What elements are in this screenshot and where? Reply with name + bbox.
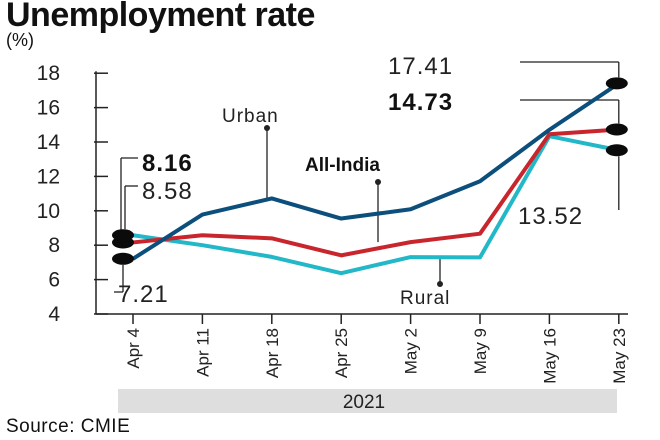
x-tick-label: May 2 <box>402 328 421 374</box>
x-tick-label: Apr 11 <box>193 328 212 377</box>
annotation-end-rural: 13.52 <box>518 203 583 230</box>
y-axis: 4 6 8 10 12 14 16 18 <box>37 62 108 326</box>
x-tick-label: May 16 <box>540 328 559 384</box>
start-marker-urban <box>112 252 134 265</box>
year-label: 2021 <box>343 392 385 413</box>
chart-title: Unemployment rate <box>6 0 315 34</box>
annotation-start-allindia: 8.16 <box>142 150 193 177</box>
y-tick-label: 4 <box>48 303 60 326</box>
x-tick-label: Apr 25 <box>332 328 351 378</box>
series-line-allindia <box>132 127 619 258</box>
series-label-rural: Rural <box>400 288 450 309</box>
y-tick-label: 10 <box>37 200 60 223</box>
annotation-end-urban: 17.41 <box>388 53 453 80</box>
series-label-allindia: All-India <box>305 155 380 176</box>
endpoint-markers <box>112 77 628 265</box>
unit-label: (%) <box>6 30 34 50</box>
series-line-rural <box>132 134 620 276</box>
annotation-start-rural: 8.58 <box>142 178 193 205</box>
end-marker-urban <box>605 77 628 90</box>
x-tick-label: Apr 4 <box>124 328 143 369</box>
annotation-leaders <box>114 61 620 293</box>
source-note: Source: CMIE <box>6 416 131 437</box>
y-tick-label: 12 <box>37 165 60 188</box>
y-tick-label: 16 <box>37 97 60 120</box>
year-band <box>118 389 617 413</box>
series-label-urban: Urban <box>222 106 279 127</box>
x-tick-label: Apr 18 <box>263 328 282 378</box>
end-marker-rural <box>605 144 628 157</box>
x-tick-label: May 9 <box>471 328 490 374</box>
end-marker-allindia <box>605 123 628 136</box>
y-tick-label: 14 <box>37 131 61 154</box>
x-axis: Apr 4 Apr 11 Apr 18 Apr 25 May 2 May 9 May 16 M… <box>96 313 629 384</box>
annotation-end-allindia: 14.73 <box>388 89 453 116</box>
series-lines <box>131 81 620 276</box>
y-tick-label: 6 <box>48 269 60 292</box>
x-tick-label: May 23 <box>610 328 629 384</box>
y-tick-label: 18 <box>37 62 60 85</box>
series-line-urban <box>131 81 620 261</box>
y-tick-label: 8 <box>48 234 60 257</box>
start-marker-rural <box>112 229 134 242</box>
annotation-start-urban: 7.21 <box>118 281 169 308</box>
